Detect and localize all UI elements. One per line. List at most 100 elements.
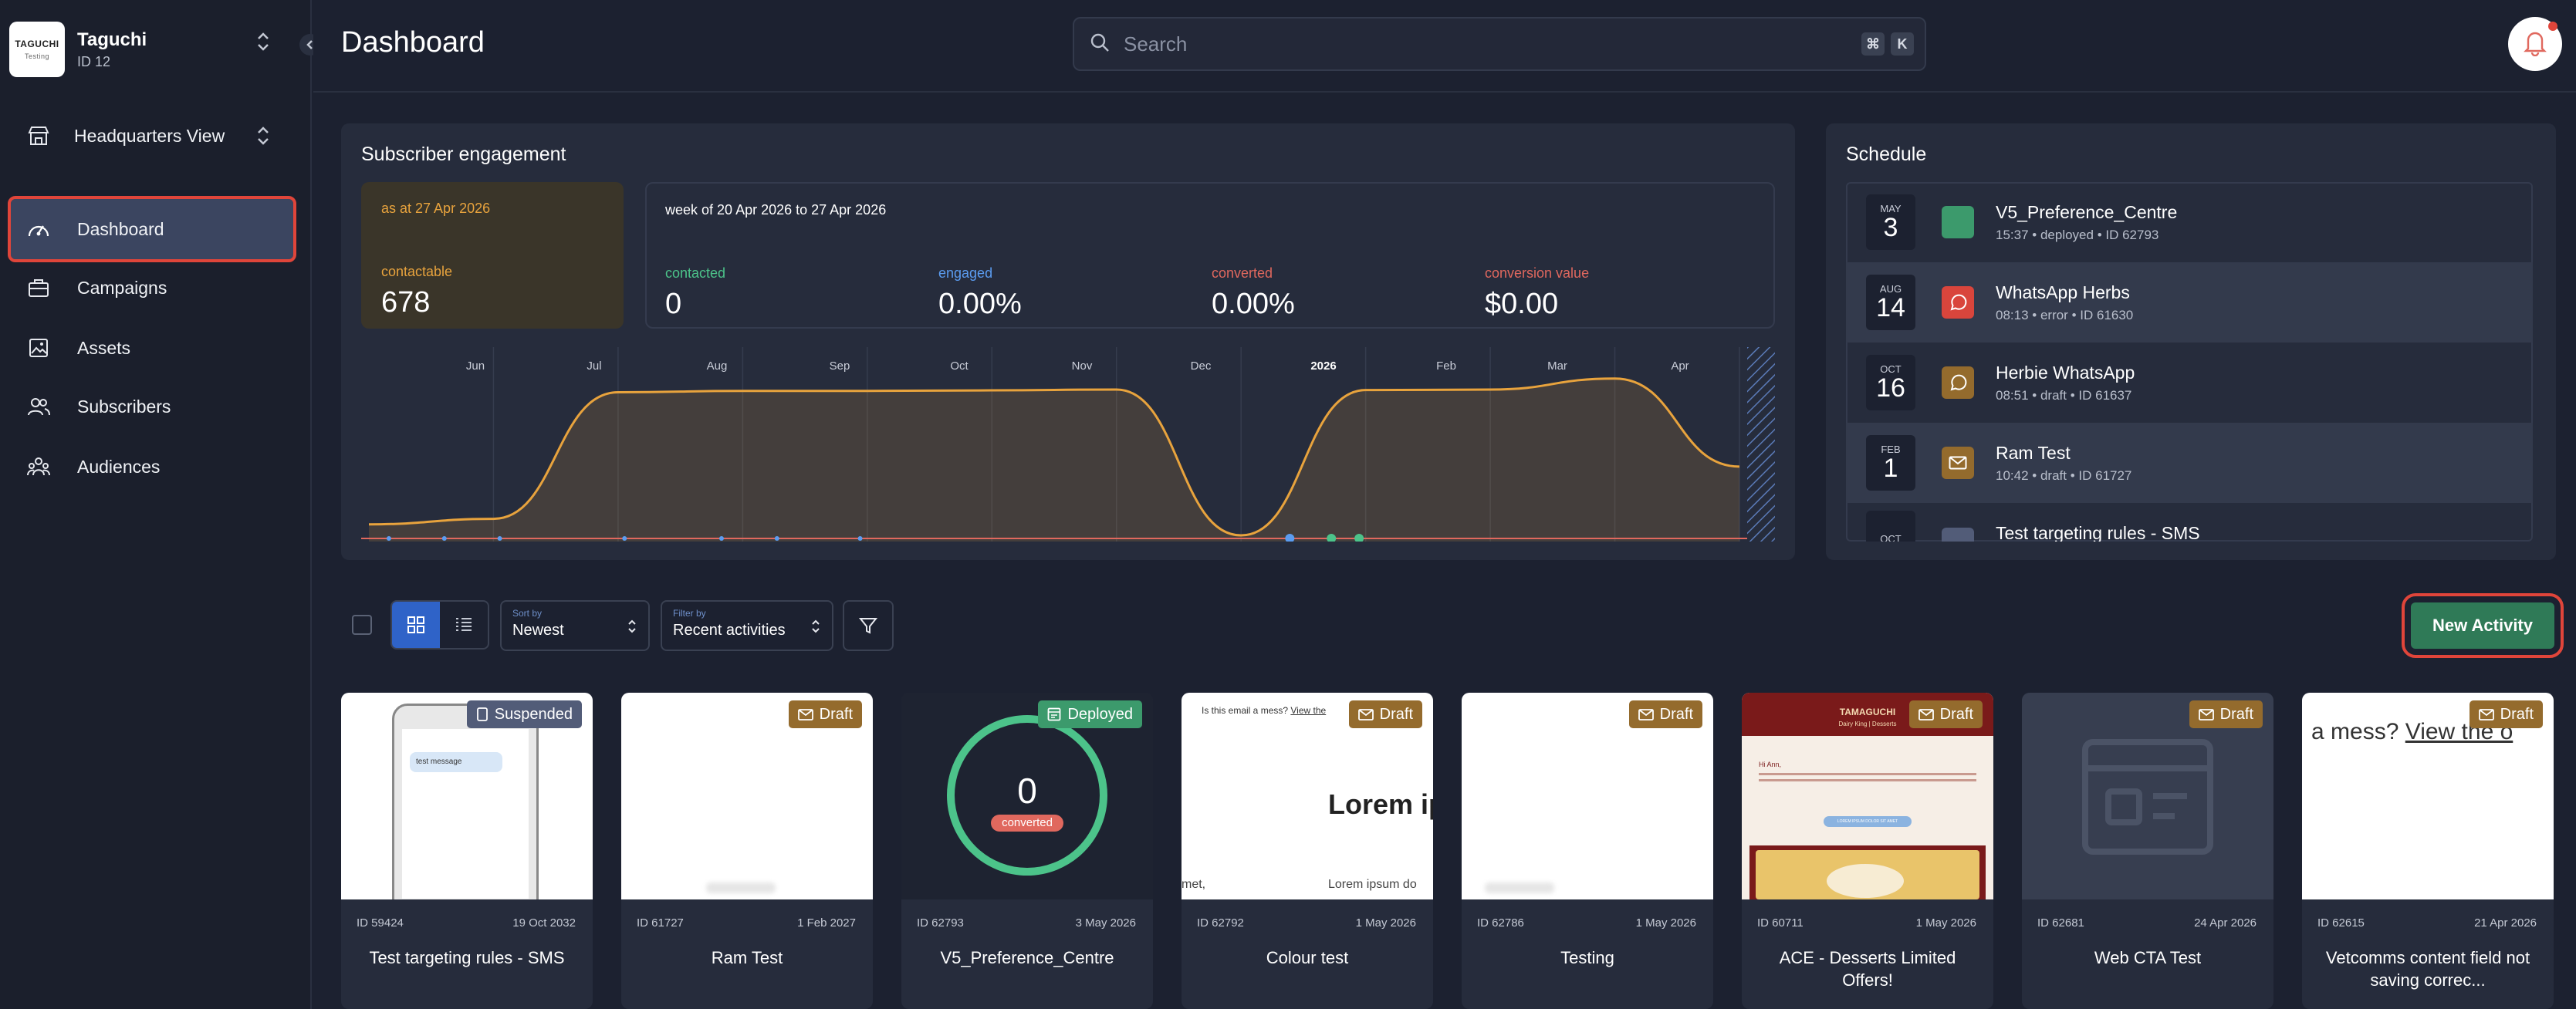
engagement-point [1354,534,1364,542]
activity-id: ID 61727 [637,916,684,930]
activity-card[interactable]: a mess? View the o Draft ID 62615 21 Apr… [2302,693,2554,1009]
notifications-button[interactable] [2508,17,2562,71]
preview-text: a mess? [2311,719,2399,744]
month-label: Jun [465,359,485,373]
schedule-name: V5_Preference_Centre [1996,201,2178,222]
status-badge: Suspended [466,700,582,728]
page-icon [1047,707,1061,721]
badge-label: Draft [2500,705,2534,723]
view-selector[interactable]: Headquarters View [9,114,295,157]
schedule-item[interactable]: FEB 1 Ram Test 10:42 • draft • ID 61727 [1846,423,2533,503]
schedule-status: draft [2040,387,2067,403]
activity-card[interactable]: Draft ID 61727 1 Feb 2027 Ram Test [621,693,873,1009]
schedule-status: deployed [2040,227,2094,242]
sidebar-item-label: Dashboard [77,218,164,239]
schedule-month: AUG [1879,282,1902,295]
sidebar-item-label: Subscribers [77,396,171,417]
sidebar-item-dashboard[interactable]: Dashboard [8,196,296,262]
email-icon [1638,708,1654,720]
activity-name: Testing [1560,948,1614,967]
dashboard-gauge-icon [25,215,52,243]
web-page-placeholder-icon [2082,739,2213,855]
schedule-name: Test targeting rules - SMS [1996,523,2200,542]
activity-card[interactable]: Is this email a mess? View the Lorem ip … [1182,693,1433,1009]
month-label: 2026 [1310,359,1337,373]
schedule-item[interactable]: MAY 3 V5_Preference_Centre 15:37 • deplo… [1846,182,2533,262]
schedule-name: WhatsApp Herbs [1996,282,2130,302]
activity-date: 1 May 2026 [1355,916,1416,930]
schedule-meta: 15:37 • deployed • ID 62793 [1996,227,2159,242]
sidebar-item-audiences[interactable]: Audiences [11,437,293,497]
month-label: Aug [706,359,728,373]
engagement-point [386,536,391,541]
activity-card[interactable]: Draft ID 62681 24 Apr 2026 Web CTA Test [2022,693,2273,1009]
phone-mockup: test message [392,704,539,899]
sidebar-item-assets[interactable]: Assets [11,318,293,378]
schedule-time: 08:51 [1996,387,2029,403]
filter-select[interactable]: Filter by Recent activities [661,600,833,651]
sort-select[interactable]: Sort by Newest [500,600,650,651]
engagement-area [369,378,1739,542]
sms-bubble: test message [410,752,502,772]
schedule-item-partial[interactable]: OCT Test targeting rules - SMS [1846,503,2533,542]
activity-date: 1 May 2026 [1635,916,1696,930]
activity-card[interactable]: Draft ID 62786 1 May 2026 Testing [1462,693,1713,1009]
sidebar-item-campaigns[interactable]: Campaigns [11,258,293,318]
schedule-date: OCT 16 [1866,355,1915,410]
new-activity-button[interactable]: New Activity [2402,593,2564,658]
schedule-item[interactable]: OCT 16 Herbie WhatsApp 08:51 • draft • I… [1846,343,2533,423]
engagement-chart [361,347,1775,542]
month-label: Dec [1190,359,1212,373]
metric-value: 0 [665,288,682,320]
activity-date: 3 May 2026 [1075,916,1136,930]
status-badge: Draft [1348,700,1422,728]
activity-card[interactable]: test message Suspended ID 59424 19 Oct 2… [341,693,593,1009]
org-switch-chevrons-icon[interactable] [255,29,272,57]
advanced-filter-button[interactable] [843,600,894,651]
list-view-button[interactable] [440,602,488,648]
activity-id: ID 62786 [1477,916,1524,930]
org-logo-text: TAGUCHI [15,39,59,49]
schedule-name: Ram Test [1996,442,2071,463]
chevron-left-icon [306,40,313,49]
schedule-day: 14 [1876,292,1905,322]
filter-chevrons-icon [812,619,820,633]
grid-icon [407,616,424,633]
week-metrics-card: week of 20 Apr 2026 to 27 Apr 2026 conta… [645,182,1775,329]
sidebar-item-subscribers[interactable]: Subscribers [11,376,293,437]
email-preview-header: a mess? View the o [2311,719,2513,745]
schedule-id: ID 61727 [2078,467,2132,483]
activity-card[interactable]: TAMAGUCHI Dairy King | Desserts Hi Ann, … [1742,693,1993,1009]
metric-label: engaged [938,265,993,281]
status-badge: Deployed [1038,700,1142,728]
email-cta-button: LOREM IPSUM DOLOR SIT AMET [1824,816,1912,827]
select-all-checkbox[interactable] [352,615,372,635]
whatsapp-icon [1942,366,1974,399]
metric-label: converted [1212,265,1273,281]
org-switcher[interactable]: TAGUCHI Testing Taguchi ID 12 [9,14,303,85]
month-label: Jul [587,359,602,373]
schedule-id: ID 61630 [2080,307,2134,322]
badge-label: Draft [1379,705,1413,723]
view-switch-chevrons-icon[interactable] [255,123,272,151]
schedule-date: AUG 14 [1866,275,1915,330]
engagement-point [441,536,447,541]
shortcut-cmd-key: ⌘ [1861,32,1885,56]
metric-conversion-value: conversion value $0.00 [1485,265,1589,321]
activity-name: Web CTA Test [2094,948,2202,967]
schedule-item[interactable]: AUG 14 WhatsApp Herbs 08:13 • error • ID… [1846,262,2533,343]
activity-id: ID 62681 [2037,916,2084,930]
activity-card[interactable]: 0 converted Deployed ID 62793 3 May 2026… [901,693,1153,1009]
search-bar[interactable]: ⌘ K [1073,17,1926,71]
activity-name: Colour test [1266,948,1349,967]
email-greeting: Hi Ann, [1759,761,1782,768]
sms-icon [476,707,488,721]
activity-name: Ram Test [711,948,783,967]
conversion-ring [947,715,1107,876]
metric-label: contacted [665,265,726,281]
activity-thumbnail: Draft [621,693,873,899]
grid-view-button[interactable] [392,602,440,648]
brand-sub: Dairy King | Desserts [1838,720,1897,727]
notification-dot [2548,22,2557,31]
search-input[interactable] [1124,32,1861,56]
